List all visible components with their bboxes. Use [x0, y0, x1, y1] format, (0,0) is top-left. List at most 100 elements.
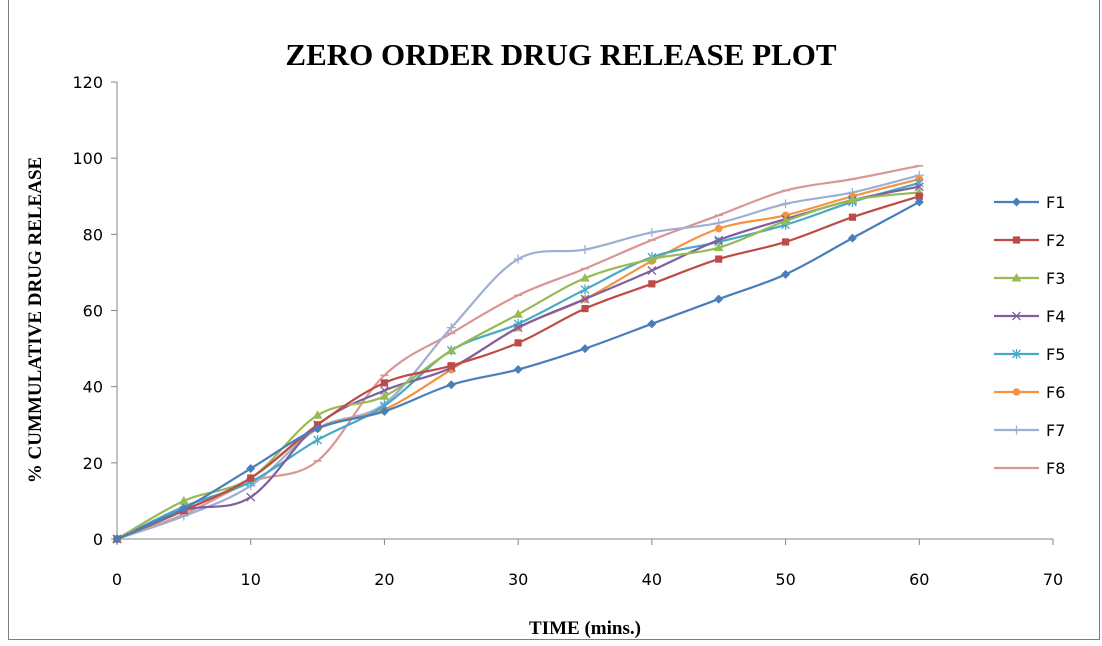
marker-stroke	[580, 294, 590, 304]
x-tick-label: 0	[112, 570, 122, 589]
data-point	[379, 386, 389, 395]
legend-item-f3: F3	[994, 269, 1065, 288]
data-point	[914, 182, 924, 192]
y-tick-label: 0	[93, 530, 103, 549]
data-point	[580, 284, 590, 295]
x-tick-label: 40	[642, 570, 662, 589]
data-point	[714, 235, 724, 245]
legend-item-f7: F7	[994, 421, 1065, 440]
data-point	[848, 213, 857, 221]
y-tick-label: 40	[83, 378, 103, 397]
legend-item-f6: F6	[994, 383, 1065, 402]
data-point	[581, 304, 589, 313]
data-point	[580, 273, 590, 282]
y-tick-label: 20	[83, 454, 103, 473]
data-point	[446, 345, 457, 354]
legend-swatch-marker	[1012, 349, 1021, 359]
legend-label: F8	[1046, 459, 1065, 478]
y-tick-label: 80	[83, 225, 103, 244]
data-point	[915, 192, 923, 200]
marker-stroke	[914, 182, 924, 192]
data-point	[781, 238, 790, 246]
legend-swatch-marker	[1012, 388, 1021, 396]
data-point	[648, 280, 656, 288]
legend-label: F3	[1046, 269, 1065, 288]
legend-label: F5	[1046, 345, 1065, 364]
legend-swatch-marker	[1011, 273, 1022, 282]
data-point	[781, 199, 791, 209]
legend-swatch-marker	[1012, 311, 1021, 321]
data-point	[580, 294, 590, 304]
data-point	[847, 233, 857, 243]
y-axis-title: % CUMMULATIVE DRUG RELEASE	[25, 157, 46, 483]
data-point	[514, 339, 522, 347]
data-point	[313, 434, 323, 445]
legend-swatch-marker	[1012, 197, 1021, 207]
legend-label: F6	[1046, 383, 1065, 402]
x-tick-label: 20	[374, 570, 394, 589]
data-point	[380, 379, 389, 387]
marker-stroke	[379, 386, 389, 395]
legend: F1 F2 F3 F4 F5 F6 F7 F8	[994, 193, 1065, 478]
legend-item-f4: F4	[994, 307, 1065, 326]
marker-stroke	[647, 266, 657, 275]
data-point	[513, 323, 523, 333]
x-tick-label: 50	[775, 570, 795, 589]
data-point	[647, 319, 657, 329]
series-f5	[112, 177, 924, 544]
data-point	[379, 391, 390, 400]
legend-label: F2	[1046, 231, 1065, 250]
data-point	[313, 424, 323, 434]
series-f1	[112, 197, 924, 544]
data-point	[780, 216, 791, 225]
data-point	[447, 362, 455, 370]
data-point	[847, 195, 858, 204]
series-line-f8	[116, 164, 920, 541]
chart-frame: ZERO ORDER DRUG RELEASE PLOT % CUMMULATI…	[8, 0, 1100, 640]
y-tick-label: 60	[83, 302, 103, 321]
data-point	[647, 254, 657, 263]
y-tick-label: 120	[72, 73, 103, 92]
data-point	[246, 464, 256, 474]
legend-item-f2: F2	[994, 231, 1065, 250]
chart-svg: ZERO ORDER DRUG RELEASE PLOT % CUMMULATI…	[25, 37, 1065, 639]
legend-item-f8: F8	[994, 459, 1065, 478]
y-tick-label: 100	[72, 149, 103, 168]
marker-stroke	[513, 323, 523, 333]
data-point	[446, 323, 456, 333]
legend-swatch-marker	[1012, 425, 1021, 435]
legend-item-f1: F1	[994, 193, 1065, 212]
data-point	[647, 227, 657, 237]
marker-stroke	[714, 235, 724, 245]
legend-swatch-marker	[1012, 236, 1021, 244]
data-point	[112, 534, 122, 544]
data-point	[781, 269, 791, 279]
legend-label: F4	[1046, 307, 1065, 326]
data-point	[179, 504, 189, 514]
data-point	[179, 495, 189, 505]
series-layer	[112, 164, 925, 544]
x-tick-label: 30	[508, 570, 528, 589]
data-point	[513, 365, 523, 375]
data-point	[715, 255, 723, 263]
marker-stroke	[1012, 311, 1021, 321]
data-point	[312, 410, 323, 419]
x-axis-title: TIME (mins.)	[529, 618, 641, 639]
data-point	[446, 380, 456, 390]
data-point	[580, 245, 590, 255]
data-point	[247, 474, 255, 482]
legend-label: F7	[1046, 421, 1065, 440]
data-point	[379, 406, 389, 416]
marker-stroke	[246, 492, 256, 502]
data-point	[513, 254, 523, 264]
chart-title: ZERO ORDER DRUG RELEASE PLOT	[285, 37, 837, 72]
legend-item-f5: F5	[994, 345, 1065, 364]
data-point	[714, 224, 723, 233]
x-tick-label: 70	[1043, 570, 1063, 589]
data-point	[580, 344, 590, 354]
axes: 0 20 40 60 80 100 120 0 10 20 30 40 50 60 70	[72, 73, 1063, 589]
x-tick-label: 60	[909, 570, 929, 589]
data-point	[647, 266, 657, 275]
x-tick-label: 10	[241, 570, 261, 589]
series-f8	[113, 164, 924, 541]
